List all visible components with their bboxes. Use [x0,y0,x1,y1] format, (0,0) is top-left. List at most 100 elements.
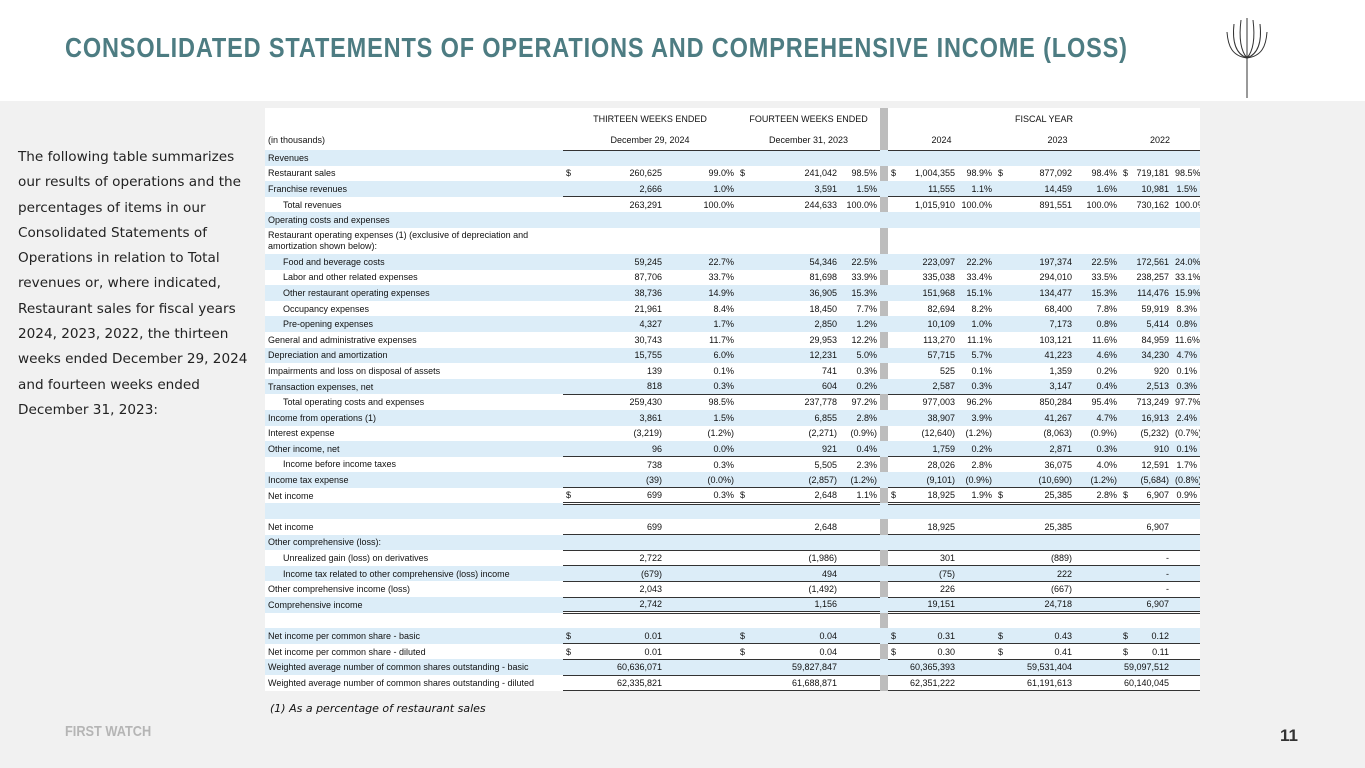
percent-cell [1172,565,1201,582]
row-label: Unrealized gain (loss) on derivatives [283,553,429,564]
percent-cell [665,534,738,551]
row-label: Restaurant operating expenses (1) (exclu… [268,229,529,251]
divider [880,534,889,551]
amount-cell: $0.12 [1120,628,1173,645]
currency-symbol: $ [891,168,897,179]
amount-cell [737,228,840,254]
amount-cell: 3,591 [737,181,841,198]
row-label: Franchise revenues [265,181,563,197]
percent-cell [1075,565,1121,582]
amount-cell: 59,827,847 [737,659,841,676]
percent-cell [958,519,996,536]
cell [265,503,563,520]
percent-cell: 2.8% [971,459,993,470]
amount: 0.31 [937,630,956,641]
table-row: Net income 699 2,648 18,925 25,385 6,907 [265,519,1201,536]
percent-cell: 2.3% [856,459,878,470]
percent-cell: 0.1% [971,365,993,376]
percent-cell [840,228,880,254]
amount-cell: $0.31 [888,628,959,645]
amount-cell: 3,147 [995,378,1076,395]
percent-cell [1172,581,1201,598]
amount-cell: 738 [646,459,662,470]
currency-symbol: $ [1123,168,1129,179]
percent-cell: 8.3% [1176,303,1198,314]
cell [737,503,841,520]
group-header: FISCAL YEAR [1015,114,1074,124]
amount-cell: 1,156 [737,597,841,615]
percent-cell [958,643,996,660]
percent-cell [840,581,881,598]
amount-cell: 172,561 [1120,253,1173,270]
currency-symbol: $ [891,490,897,501]
divider [880,196,889,213]
table-row: Total operating costs and expenses 259,43… [265,394,1200,410]
cell [888,503,959,520]
percent-cell: 7.7% [856,303,878,314]
amount-cell [888,150,959,166]
percent-cell [1075,581,1121,598]
divider [880,441,889,457]
percent-cell: 8.2% [971,303,993,314]
row-label: Interest expense [268,428,335,439]
amount-cell: $18,925 [888,487,959,505]
amount-cell: 2,850 [737,316,841,332]
table-row: Operating costs and expenses [265,212,1201,228]
row-label: Transaction expenses, net [265,378,563,395]
percent-cell: 11.6% [1092,334,1118,345]
amount-cell [737,150,841,166]
cell [737,613,840,629]
amount-cell: 36,905 [737,285,841,301]
amount-cell: $0.01 [563,643,665,660]
amount-cell: 6,907 [1120,519,1173,536]
percent-cell [1075,659,1121,676]
amount-cell: (679) [563,565,665,582]
table-row: Depreciation and amortization 15,755 6.0% 1… [265,347,1201,364]
amount: 699 [646,490,662,501]
amount-cell: 60,140,045 [1120,675,1173,692]
divider [880,331,889,348]
percent-cell: 15.9% [1172,285,1201,301]
percent-cell [840,550,881,567]
percent-cell [1075,643,1121,660]
percent-cell: 4.0% [1096,459,1118,470]
percent-cell [1172,628,1201,645]
amount: 6,907 [1146,490,1170,501]
slide-title: CONSOLIDATED STATEMENTS OF OPERATIONS AN… [65,32,1128,63]
row-label: General and administrative expenses [268,334,417,345]
amount-cell: $0.04 [737,643,841,660]
cell [1075,613,1120,629]
amount-cell: 15,755 [563,347,665,364]
divider [880,347,889,364]
divider [880,519,889,535]
amount-cell: 28,026 [927,459,956,470]
percent-cell [665,228,737,254]
percent-cell: (1.2%) [840,472,881,489]
amount-cell: 60,365,393 [888,659,959,676]
amount-cell: 6,855 [737,409,841,426]
percent-cell: 100.0% [1175,199,1200,210]
amount-cell: 222 [995,565,1076,582]
percent-cell [840,565,881,582]
row-label: Operating costs and expenses [265,212,563,228]
divider [880,425,889,442]
percent-cell [958,534,996,551]
divider [880,285,889,301]
row-label: Comprehensive income [265,597,563,613]
amount-cell: 741 [821,365,838,376]
cell [563,613,665,629]
percent-cell: (1.2%) [965,428,993,439]
currency-symbol: $ [1123,646,1129,657]
table-row: General and administrative expenses 30,74… [265,331,1200,348]
percent-cell: 100.0% [1086,199,1118,210]
table-row: Food and beverage costs 59,245 22.7% 54,346… [265,253,1201,270]
amount-cell: $719,181 [1120,166,1172,182]
currency-symbol: $ [998,630,1004,641]
percent-cell [958,597,996,615]
currency-symbol: $ [566,630,572,641]
row-label: Other comprehensive income (loss) [268,584,411,595]
table-row: Income tax related to other comprehensiv… [265,565,1201,582]
percent-cell: 15.3% [840,285,881,301]
amount-cell: 920 [1154,365,1170,376]
percent-cell: 22.2% [958,253,996,270]
